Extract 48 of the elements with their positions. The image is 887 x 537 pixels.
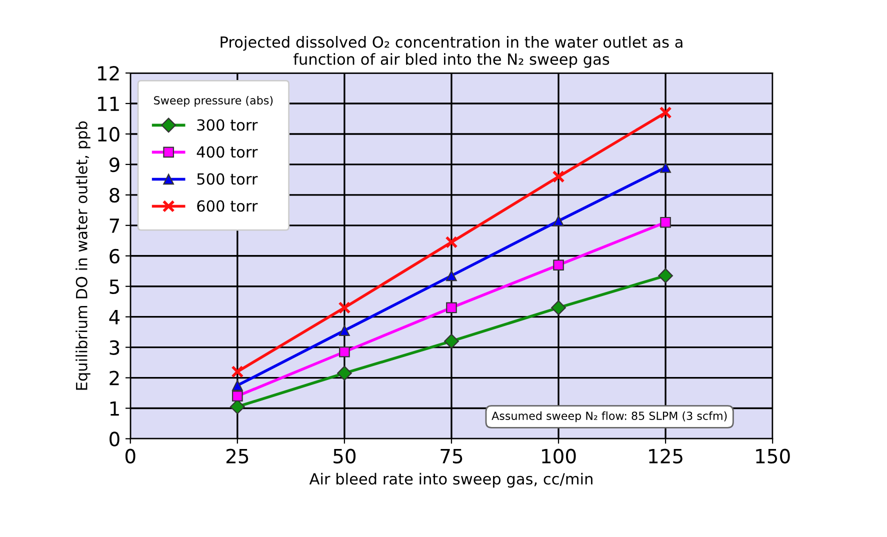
point [659, 106, 672, 119]
x-tick-label: 125 [649, 448, 682, 464]
point [660, 216, 671, 228]
point [553, 260, 564, 270]
point [552, 170, 565, 183]
point [446, 302, 457, 314]
x-tick-label: 150 [756, 448, 790, 464]
y-axis-title: Equilibrium DO in water outlet, ppb [76, 121, 90, 390]
y-tick-label: 0 [110, 432, 120, 446]
point [446, 270, 457, 282]
annotation: Assumed sweep N₂ flow: 85 SLPM (3 scfm) [492, 411, 727, 422]
x-tick-label: 100 [542, 448, 576, 464]
y-tick-label: 9 [110, 157, 120, 172]
x-tick-label: 50 [334, 448, 356, 464]
point [337, 366, 352, 381]
y-tick-label: 6 [110, 248, 120, 264]
point [338, 301, 351, 314]
legend-label: 400 torr [196, 146, 258, 158]
y-tick-label: 5 [110, 280, 119, 294]
point [445, 236, 458, 248]
point [232, 380, 243, 391]
y-tick-label: 10 [98, 126, 120, 142]
chart-title: Projected dissolved O₂ concentration in the water outlet as a function of air bled into the N₂ sweep gas [220, 36, 682, 68]
point [553, 215, 564, 226]
x-tick-label: 75 [440, 449, 462, 464]
x-tick-label: 0 [125, 448, 136, 464]
y-tick-label: 7 [110, 218, 120, 233]
point [339, 325, 350, 336]
y-tick-label: 2 [110, 370, 119, 386]
x-tick-label: 25 [226, 448, 248, 464]
point [232, 390, 243, 402]
y-tick-label: 1 [110, 401, 119, 416]
point [660, 162, 671, 173]
x-axis-title: Air bleed rate into sweep gas, cc/min [309, 472, 592, 488]
point [444, 334, 459, 349]
point [551, 300, 566, 316]
point [339, 346, 350, 358]
legend-label: 300 torr [197, 119, 258, 131]
legend-label: 500 torr [197, 173, 258, 185]
y-tick-label: 3 [110, 340, 120, 355]
point [658, 268, 673, 284]
legend-label: 600 torr [197, 200, 258, 212]
point [231, 365, 244, 378]
y-tick-label: 11 [98, 96, 119, 111]
y-tick-label: 4 [109, 310, 120, 324]
legend-title: Sweep pressure (abs) [154, 96, 273, 107]
y-tick-label: 12 [98, 66, 119, 80]
y-tick-label: 8 [110, 188, 120, 203]
